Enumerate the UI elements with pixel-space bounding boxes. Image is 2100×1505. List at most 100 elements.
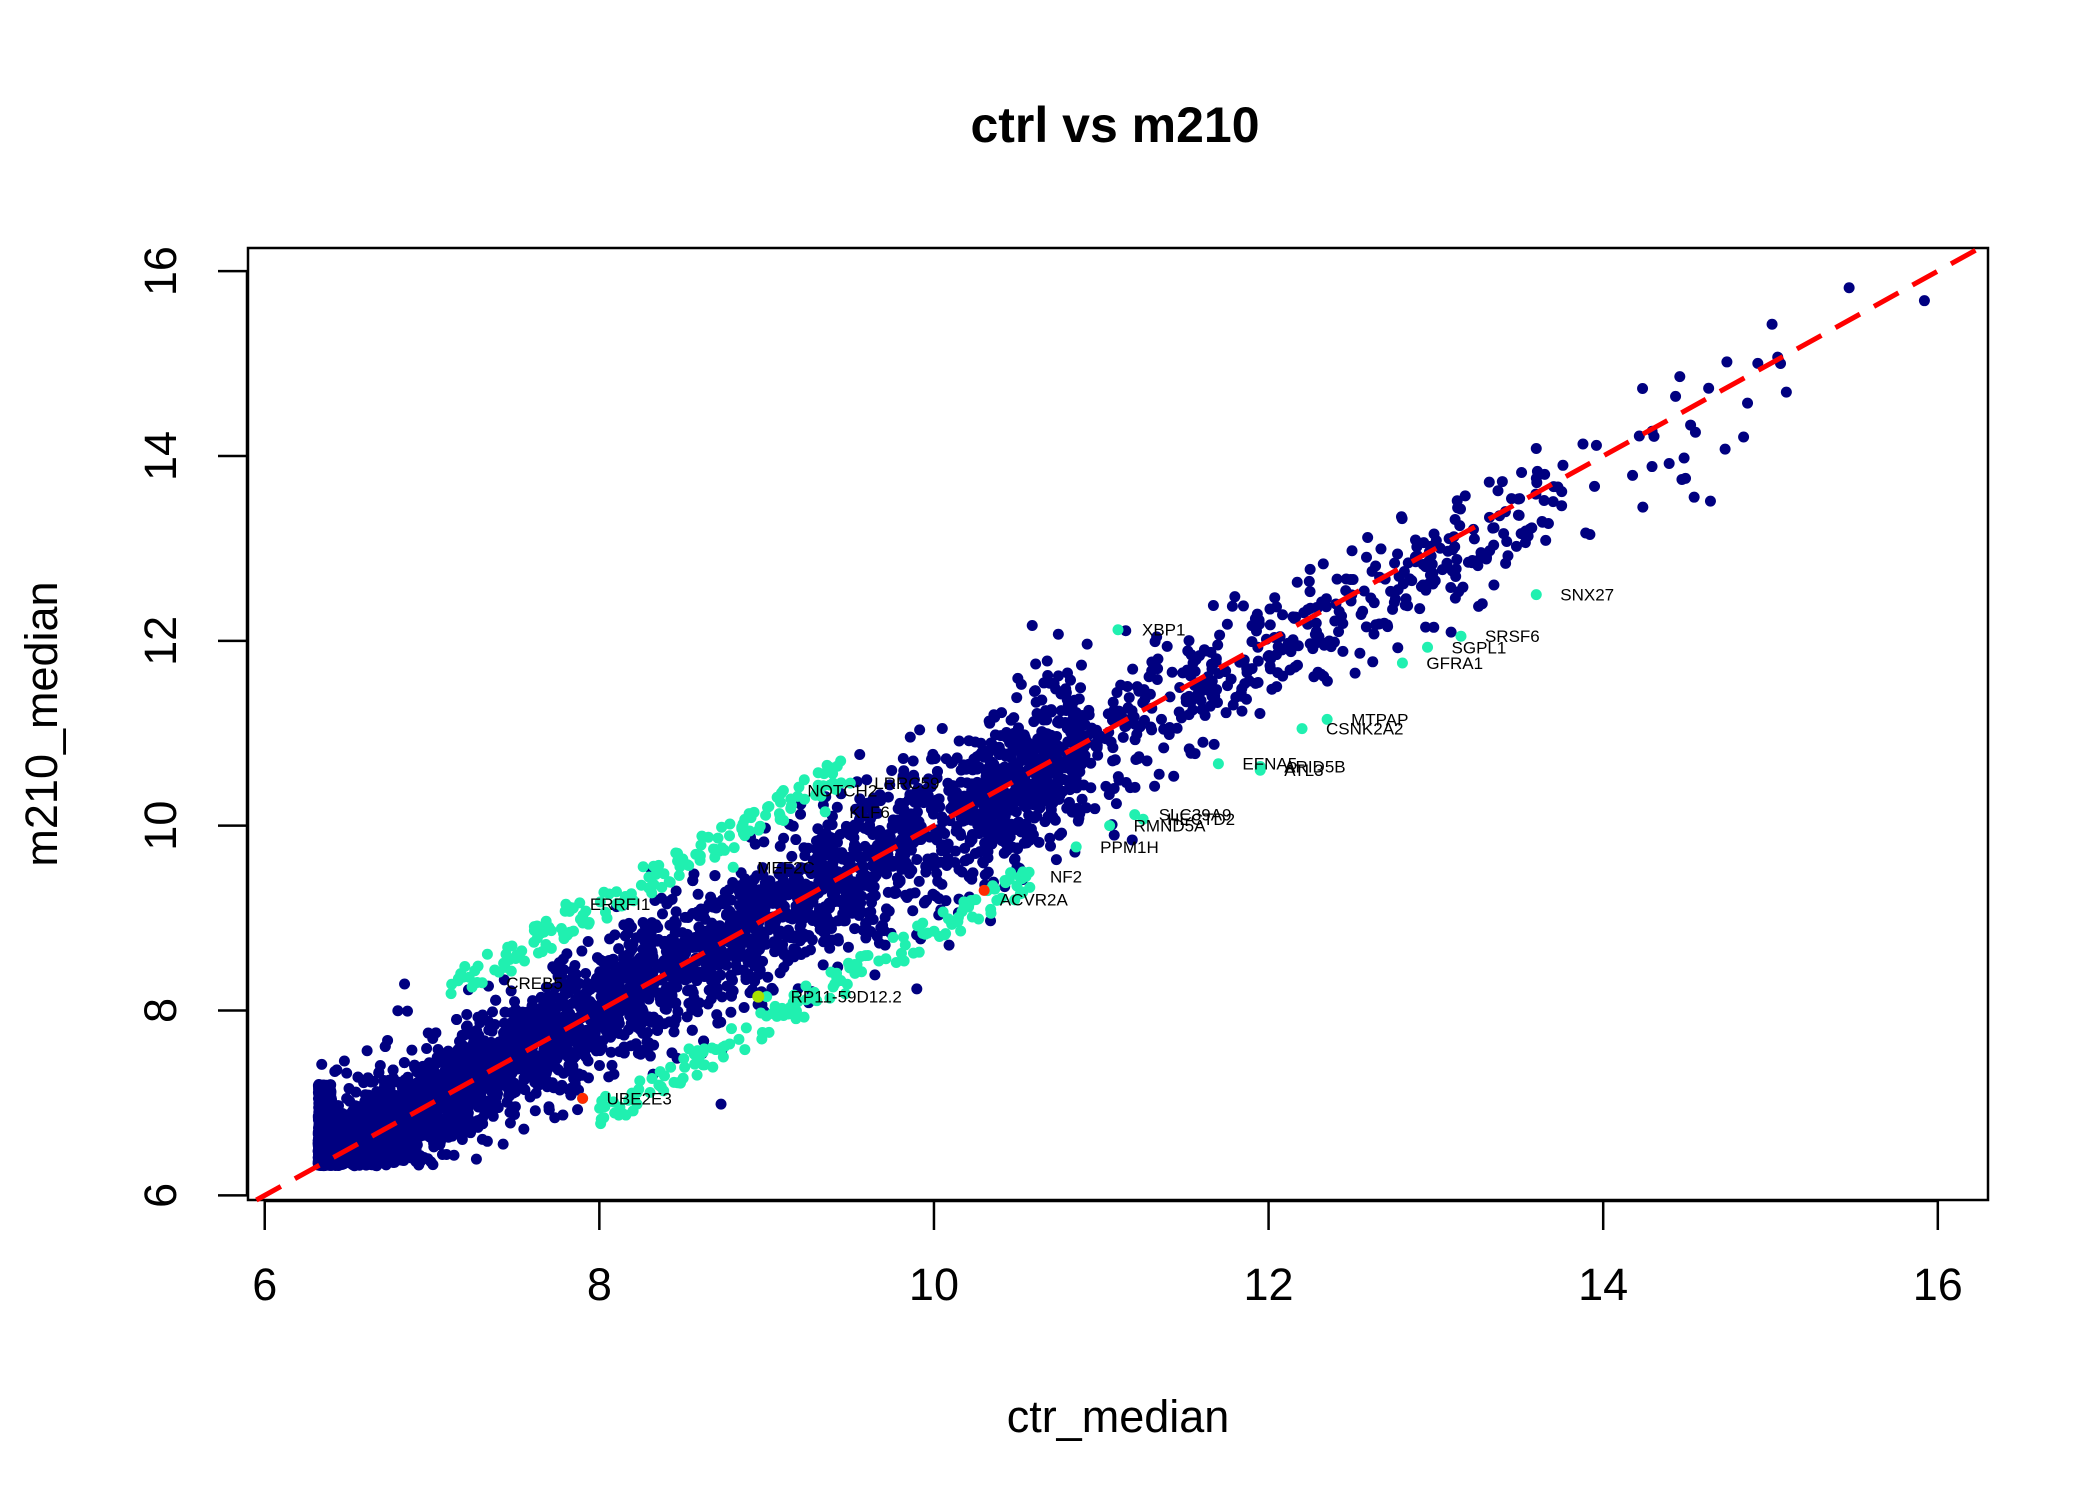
data-point — [595, 1045, 606, 1056]
data-point — [689, 968, 700, 979]
data-point — [444, 1102, 455, 1113]
data-point — [657, 908, 668, 919]
data-point — [539, 1016, 550, 1027]
data-point — [477, 1010, 488, 1021]
data-point — [1305, 564, 1316, 575]
data-point — [1009, 740, 1020, 751]
data-point — [603, 1071, 614, 1082]
data-point — [947, 757, 958, 768]
data-point — [1484, 477, 1495, 488]
data-point — [557, 1110, 568, 1121]
data-point — [1497, 476, 1508, 487]
data-point — [954, 735, 965, 746]
data-point — [665, 965, 676, 976]
data-point — [914, 876, 925, 887]
data-point — [693, 889, 704, 900]
data-point — [463, 1119, 474, 1130]
data-point — [482, 1136, 493, 1147]
data-point — [920, 867, 931, 878]
y-tick-label: 10 — [135, 801, 186, 851]
data-point — [1269, 592, 1280, 603]
data-point — [944, 940, 955, 951]
data-point — [695, 927, 706, 938]
data-point — [597, 1021, 608, 1032]
data-point — [770, 940, 781, 951]
data-point — [1030, 658, 1041, 669]
data-point — [604, 933, 615, 944]
data-point — [1042, 656, 1053, 667]
data-point — [790, 834, 801, 845]
data-point — [461, 1021, 472, 1032]
data-point — [583, 936, 594, 947]
data-point — [362, 1072, 373, 1083]
data-point — [509, 996, 520, 1007]
data-point — [836, 883, 847, 894]
data-point — [1531, 443, 1542, 454]
data-point — [518, 1124, 529, 1135]
data-point — [692, 1006, 703, 1017]
data-point — [632, 996, 643, 1007]
data-point — [1008, 712, 1019, 723]
data-point — [554, 1000, 565, 1011]
data-point — [825, 832, 836, 843]
data-point — [943, 853, 954, 864]
data-point — [668, 946, 679, 957]
data-point — [908, 756, 919, 767]
data-point — [470, 1086, 481, 1097]
data-point — [1031, 810, 1042, 821]
data-point — [1050, 815, 1061, 826]
data-point — [911, 854, 922, 865]
data-point — [832, 802, 843, 813]
data-point — [1082, 639, 1093, 650]
data-point — [977, 856, 988, 867]
data-point — [645, 1051, 656, 1062]
data-point — [619, 1042, 630, 1053]
data-point — [591, 973, 602, 984]
data-point — [869, 969, 880, 980]
data-point — [526, 1060, 537, 1071]
data-point — [580, 968, 591, 979]
data-point — [775, 841, 786, 852]
data-point — [483, 1024, 494, 1035]
data-point — [932, 876, 943, 887]
chart-title: ctrl vs m210 — [970, 97, 1259, 153]
data-point — [1162, 641, 1173, 652]
data-point — [805, 944, 816, 955]
data-point — [569, 1052, 580, 1063]
data-point — [575, 1043, 586, 1054]
data-point — [965, 834, 976, 845]
data-point — [778, 962, 789, 973]
data-point — [1513, 493, 1524, 504]
data-point — [713, 946, 724, 957]
data-point — [1167, 667, 1178, 678]
data-point — [431, 1081, 442, 1092]
data-point — [996, 707, 1007, 718]
data-point — [940, 895, 951, 906]
data-point — [572, 1104, 583, 1115]
data-point — [487, 1006, 498, 1017]
data-point — [865, 906, 876, 917]
data-point — [796, 949, 807, 960]
data-point — [1265, 619, 1276, 630]
data-point — [573, 1027, 584, 1038]
data-point — [519, 1084, 530, 1095]
data-point — [866, 879, 877, 890]
data-point — [352, 1072, 363, 1083]
data-point — [755, 926, 766, 937]
data-point — [344, 1083, 355, 1094]
data-point — [572, 1071, 583, 1082]
data-point — [701, 959, 712, 970]
data-point — [906, 865, 917, 876]
data-point — [392, 1005, 403, 1016]
data-point — [652, 936, 663, 947]
data-point — [880, 940, 891, 951]
data-point — [1054, 830, 1065, 841]
data-point — [444, 1122, 455, 1133]
data-point — [827, 819, 838, 830]
data-point — [781, 931, 792, 942]
y-tick-label: 12 — [135, 616, 186, 666]
data-point — [968, 786, 979, 797]
data-point — [388, 1065, 399, 1076]
data-point — [706, 993, 717, 1004]
data-point — [994, 749, 1005, 760]
